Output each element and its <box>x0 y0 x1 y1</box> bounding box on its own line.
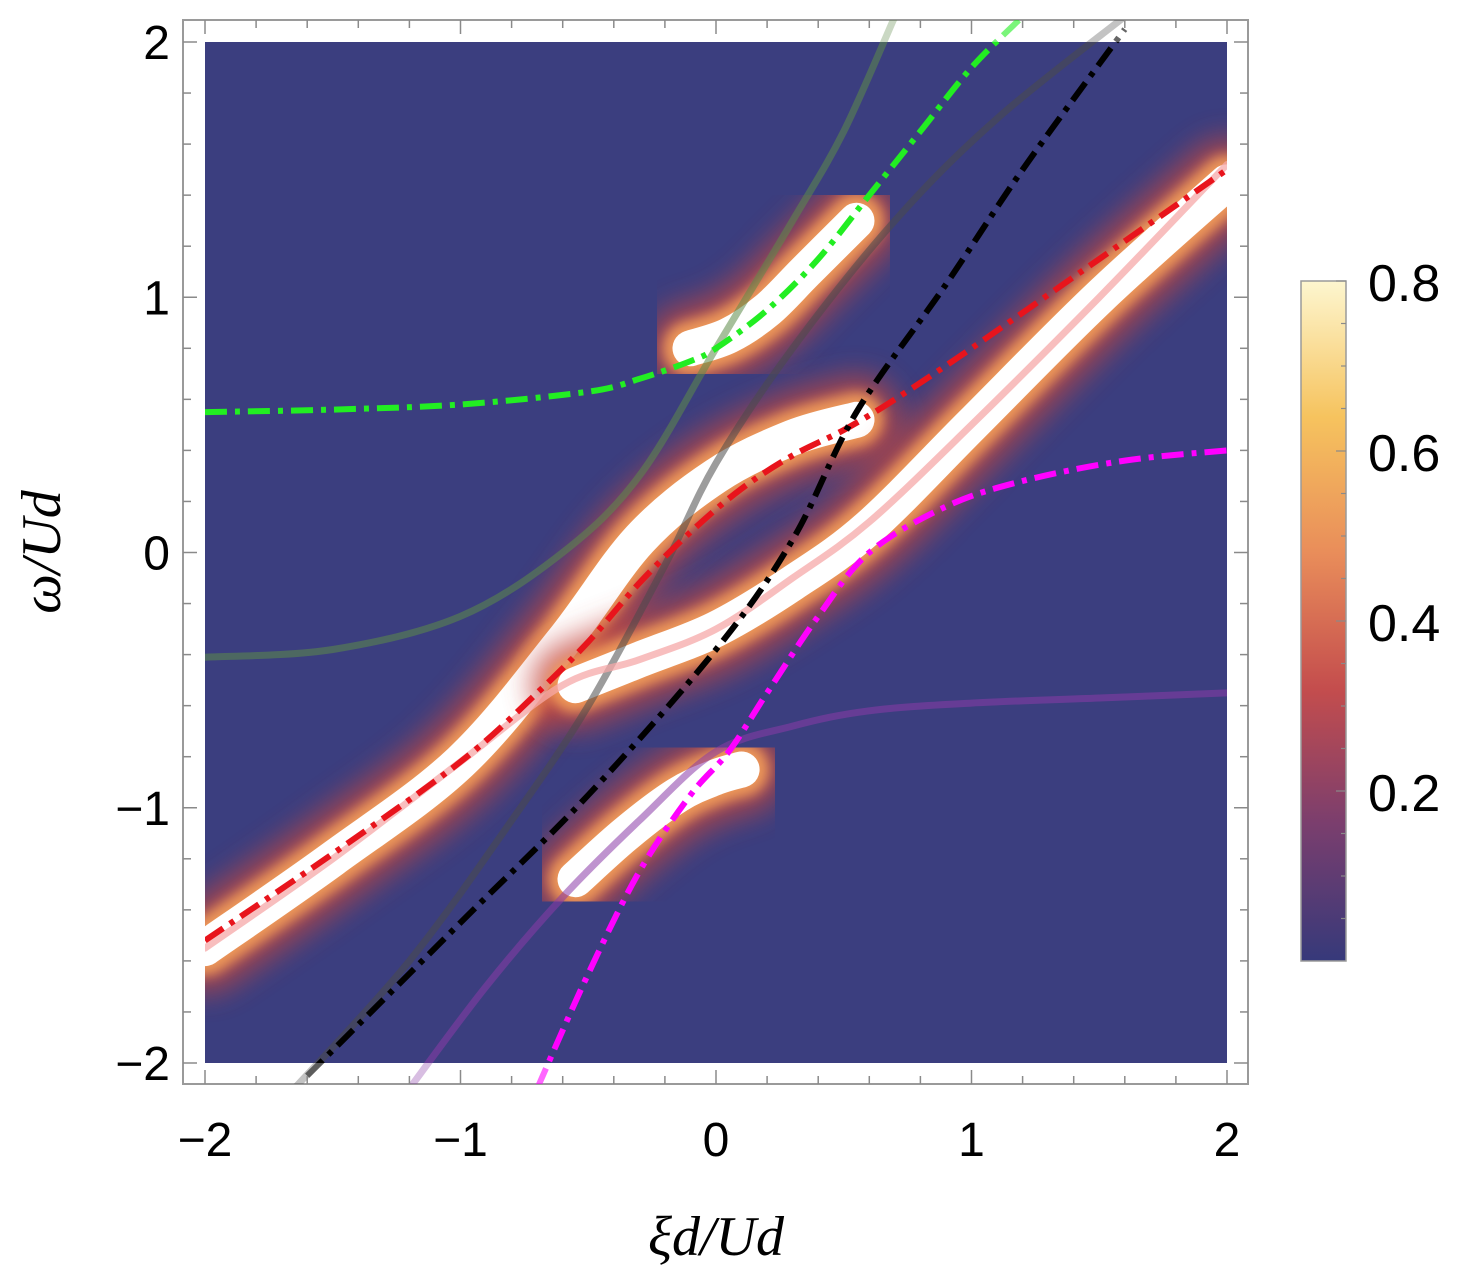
y-tick-label: −1 <box>115 783 170 836</box>
series-pink-solid <box>205 161 1227 952</box>
series-green-dashdot <box>205 42 1001 416</box>
colorbar-tick-label: 0.6 <box>1368 425 1440 483</box>
colorbar: 0.2 0.4 0.6 0.8 <box>1300 255 1440 962</box>
y-tick-label: −2 <box>115 1038 170 1091</box>
x-axis-label: ξd/Ud <box>648 1206 785 1268</box>
series-green-solid-faded <box>205 42 888 661</box>
heatmap-background <box>205 42 1227 1063</box>
curves-layer <box>205 42 1227 1063</box>
x-tick-label: 0 <box>703 1114 730 1167</box>
x-tick-label: −2 <box>178 1114 233 1167</box>
axis-ticks <box>183 20 1248 1084</box>
colorbar-tick-label: 0.4 <box>1368 595 1440 653</box>
series-black-dashdot <box>315 42 1120 1063</box>
y-tick-label: 0 <box>143 528 170 581</box>
series-red-dashdot <box>205 167 1227 943</box>
x-tick-label: 1 <box>958 1114 985 1167</box>
axis-tick-labels: −2 −1 0 1 2 −2 −1 0 1 2 <box>115 17 1240 1167</box>
series-magenta-dashdot <box>545 447 1227 1063</box>
y-axis-label: ω/Ud <box>11 489 73 614</box>
y-tick-label: 2 <box>143 17 170 70</box>
y-tick-label: 1 <box>143 272 170 325</box>
series-gray-solid-faded <box>313 42 1098 1063</box>
colorbar-tick-label: 0.2 <box>1368 765 1440 823</box>
series-purple-solid-faded <box>423 689 1227 1063</box>
x-tick-label: −1 <box>433 1114 488 1167</box>
x-tick-label: 2 <box>1214 1114 1241 1167</box>
colorbar-tick-label: 0.8 <box>1368 255 1440 313</box>
